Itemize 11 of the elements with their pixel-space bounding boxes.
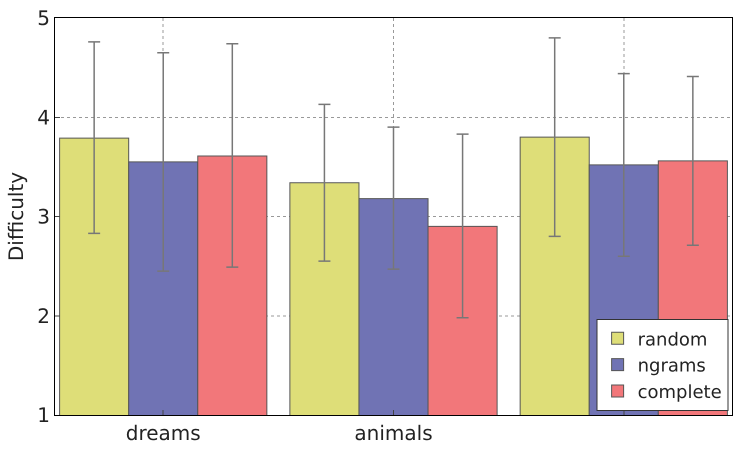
y-tick-label: 1 xyxy=(37,403,50,427)
legend-label: random xyxy=(638,329,708,350)
x-tick-label: dreams xyxy=(126,421,201,445)
y-tick-label: 5 xyxy=(37,6,50,30)
y-axis-title: Difficulty xyxy=(4,172,28,262)
legend-label: ngrams xyxy=(638,356,706,377)
legend-label: complete xyxy=(638,382,722,404)
y-tick-label: 3 xyxy=(37,204,50,228)
y-tick-label: 4 xyxy=(37,105,50,130)
x-tick-label: animals xyxy=(354,421,433,445)
y-tick-label: 2 xyxy=(37,304,50,328)
